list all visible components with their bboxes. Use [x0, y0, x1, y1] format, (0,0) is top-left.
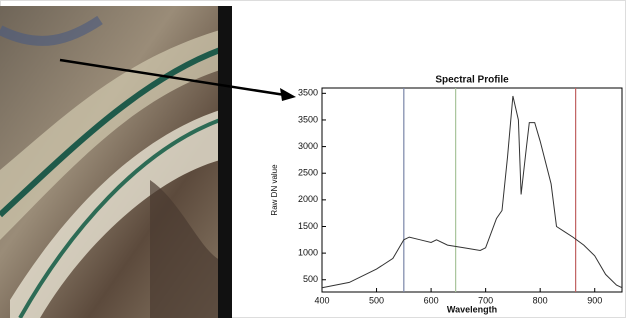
y-tick-label: 3500: [298, 88, 318, 98]
y-tick-label: 3500: [298, 114, 318, 124]
satellite-image: [0, 6, 232, 318]
y-tick-label: 1500: [298, 221, 318, 231]
x-tick-label: 400: [314, 295, 329, 305]
y-tick-label: 3000: [298, 141, 318, 151]
x-tick-label: 800: [533, 295, 548, 305]
y-axis-label: Raw DN value: [270, 164, 279, 216]
x-axis-label: Wavelength: [447, 304, 497, 314]
screen: Spectral Profile Wavelength Raw DN value…: [0, 0, 626, 318]
y-tick-label: 2000: [298, 194, 318, 204]
y-tick-label: 2500: [298, 168, 318, 178]
x-tick-label: 700: [478, 295, 493, 305]
chart-title: Spectral Profile: [435, 75, 509, 86]
x-tick-label: 900: [587, 295, 602, 305]
x-tick-label: 600: [424, 295, 439, 305]
y-tick-label: 1000: [298, 247, 318, 257]
plot-area: [322, 88, 622, 292]
y-tick-label: 500: [303, 274, 318, 284]
x-tick-label: 500: [369, 295, 384, 305]
